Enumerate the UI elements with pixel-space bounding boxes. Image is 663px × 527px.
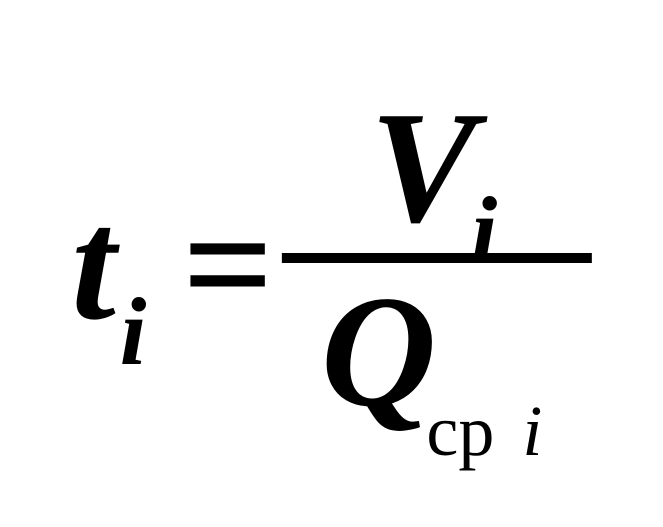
- fraction: V i Q ср i: [282, 87, 592, 441]
- numerator-variable: V: [370, 87, 477, 247]
- denominator-subscript-italic: i: [522, 391, 542, 471]
- lhs-variable: t: [71, 184, 115, 344]
- lhs-subscript: i: [120, 284, 147, 380]
- denominator-subscript: ср i: [426, 395, 542, 467]
- lhs: t i: [71, 184, 142, 344]
- equation: t i = V i Q ср i: [71, 87, 591, 441]
- denominator-variable: Q: [321, 271, 437, 431]
- equals-sign: =: [182, 184, 273, 344]
- numerator-subscript: i: [471, 183, 498, 279]
- denominator: Q ср i: [321, 263, 553, 441]
- denominator-subscript-upright: ср: [426, 391, 494, 471]
- numerator: V i: [370, 87, 503, 253]
